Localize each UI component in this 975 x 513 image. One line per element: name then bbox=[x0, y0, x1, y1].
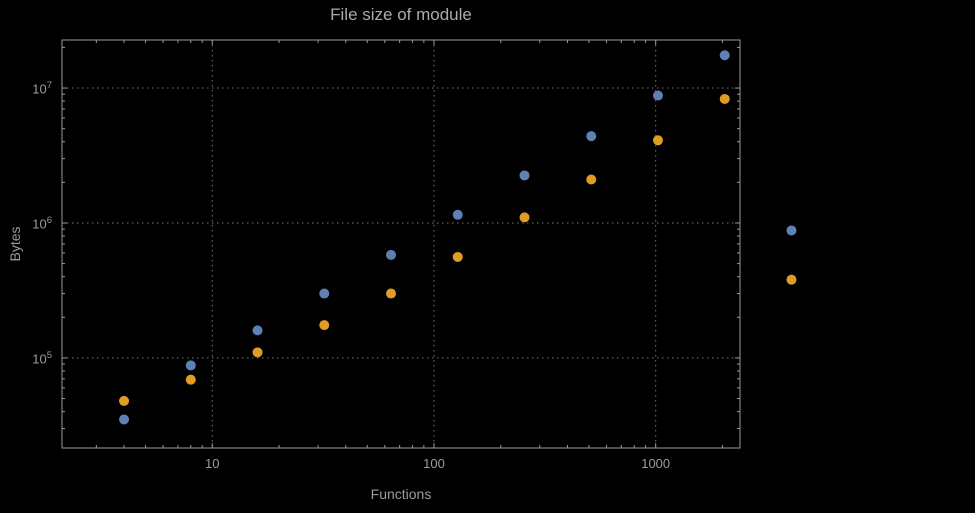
data-point-series-2 bbox=[119, 395, 130, 406]
data-point-series-2 bbox=[185, 374, 196, 385]
data-point-series-1 bbox=[119, 414, 130, 425]
data-point-series-1 bbox=[386, 249, 397, 260]
x-axis-label: Functions bbox=[370, 486, 432, 502]
x-tick-label: 1000 bbox=[641, 456, 671, 471]
data-point-series-1 bbox=[652, 90, 663, 101]
data-point-series-2 bbox=[719, 93, 730, 104]
x-tick-label: 100 bbox=[423, 456, 445, 471]
data-point-series-1 bbox=[586, 131, 597, 142]
data-point-series-2 bbox=[652, 135, 663, 146]
data-point-series-2 bbox=[252, 347, 263, 358]
data-point-series-1 bbox=[252, 325, 263, 336]
y-tick-label: 107 bbox=[32, 80, 52, 97]
plot-frame bbox=[61, 39, 741, 449]
y-tick-label: 106 bbox=[32, 214, 52, 232]
y-tick-label: 105 bbox=[32, 349, 52, 367]
data-point-series-2 bbox=[586, 174, 597, 185]
data-point-series-2 bbox=[386, 288, 397, 299]
data-point-series-1 bbox=[319, 288, 330, 299]
data-point-series-1 bbox=[719, 50, 730, 61]
data-point-series-1 bbox=[786, 225, 797, 236]
data-point-series-2 bbox=[319, 320, 330, 331]
chart-title: File size of module bbox=[330, 5, 472, 24]
data-point-series-2 bbox=[519, 212, 530, 223]
data-point-series-2 bbox=[452, 251, 463, 262]
data-point-series-1 bbox=[519, 170, 530, 181]
data-point-series-1 bbox=[185, 360, 196, 371]
data-point-series-2 bbox=[786, 274, 797, 285]
x-tick-label: 10 bbox=[205, 456, 220, 471]
data-point-series-1 bbox=[452, 209, 463, 220]
y-axis-label: Bytes bbox=[7, 226, 23, 262]
